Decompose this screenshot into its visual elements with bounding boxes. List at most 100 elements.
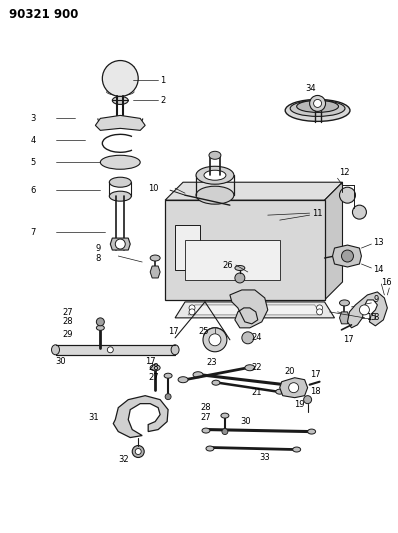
Ellipse shape [150,255,160,261]
Ellipse shape [235,265,245,270]
Ellipse shape [196,186,234,204]
Circle shape [189,305,195,311]
Circle shape [304,395,312,403]
Text: 11: 11 [312,208,322,217]
Circle shape [203,328,227,352]
Circle shape [165,394,171,400]
Circle shape [102,61,138,96]
Text: 6: 6 [31,185,36,195]
Text: 90321 900: 90321 900 [9,8,78,21]
Text: 5: 5 [31,158,36,167]
Ellipse shape [245,365,255,371]
Text: 32: 32 [118,455,129,464]
Text: 20: 20 [285,367,295,376]
Text: 33: 33 [260,453,271,462]
Ellipse shape [196,166,234,184]
Ellipse shape [221,413,229,418]
Polygon shape [185,240,280,280]
Ellipse shape [112,96,128,104]
Ellipse shape [109,177,131,187]
Circle shape [341,250,353,262]
Circle shape [115,239,125,249]
Text: 17: 17 [168,327,179,336]
Circle shape [316,305,322,311]
Text: 4: 4 [31,136,36,145]
Text: 34: 34 [306,84,316,93]
Text: 10: 10 [148,184,159,193]
Ellipse shape [178,377,188,383]
Polygon shape [55,345,175,355]
Ellipse shape [150,365,160,371]
Circle shape [289,383,298,393]
Ellipse shape [204,170,226,180]
Text: 17: 17 [310,370,320,379]
Circle shape [242,332,254,344]
Circle shape [107,347,113,353]
Text: 24: 24 [252,333,262,342]
Text: 27: 27 [62,309,73,317]
Text: 19: 19 [294,400,304,409]
Polygon shape [165,182,343,200]
Polygon shape [324,182,343,300]
Text: 18: 18 [310,387,320,396]
Circle shape [353,205,367,219]
Text: 13: 13 [373,238,384,247]
Text: 30: 30 [240,417,250,426]
Text: 3: 3 [31,114,36,123]
Ellipse shape [339,300,349,306]
Ellipse shape [202,428,210,433]
Polygon shape [150,266,160,278]
Circle shape [189,309,195,315]
Text: 14: 14 [373,265,384,274]
Polygon shape [175,225,200,270]
Text: 7: 7 [31,228,36,237]
Text: 16: 16 [381,278,392,287]
Text: 8: 8 [373,313,379,322]
Text: 28: 28 [62,317,73,326]
Circle shape [314,100,322,108]
Circle shape [316,309,322,315]
Ellipse shape [193,372,203,378]
Ellipse shape [285,100,350,122]
Ellipse shape [206,446,214,451]
Circle shape [96,318,104,326]
Text: 28: 28 [148,363,159,372]
Polygon shape [280,378,308,398]
Polygon shape [347,292,387,328]
Text: 22: 22 [252,363,262,372]
Circle shape [235,273,245,283]
Ellipse shape [276,389,284,394]
Text: 9: 9 [96,244,101,253]
Polygon shape [339,312,349,324]
Circle shape [132,446,144,457]
Ellipse shape [100,155,140,169]
Ellipse shape [212,380,220,385]
Circle shape [135,449,141,455]
Polygon shape [113,395,168,438]
Polygon shape [230,290,268,328]
Text: 27: 27 [200,413,211,422]
Text: 15: 15 [367,313,377,322]
Ellipse shape [171,345,179,355]
Ellipse shape [282,382,292,387]
Text: 17: 17 [145,357,156,366]
Text: 28: 28 [200,403,211,412]
Circle shape [339,187,355,203]
Circle shape [310,95,326,111]
Circle shape [222,429,228,434]
Ellipse shape [293,447,300,452]
Text: 2: 2 [160,96,166,105]
Text: 8: 8 [96,254,101,263]
Circle shape [359,305,369,315]
Polygon shape [175,302,335,318]
Ellipse shape [209,151,221,159]
Polygon shape [165,200,324,300]
Text: 1: 1 [160,76,166,85]
Text: 27: 27 [148,373,159,382]
Polygon shape [110,238,130,250]
Ellipse shape [51,345,59,355]
Text: 31: 31 [88,413,99,422]
Polygon shape [333,245,361,267]
Polygon shape [188,305,322,315]
Text: 12: 12 [339,168,350,177]
